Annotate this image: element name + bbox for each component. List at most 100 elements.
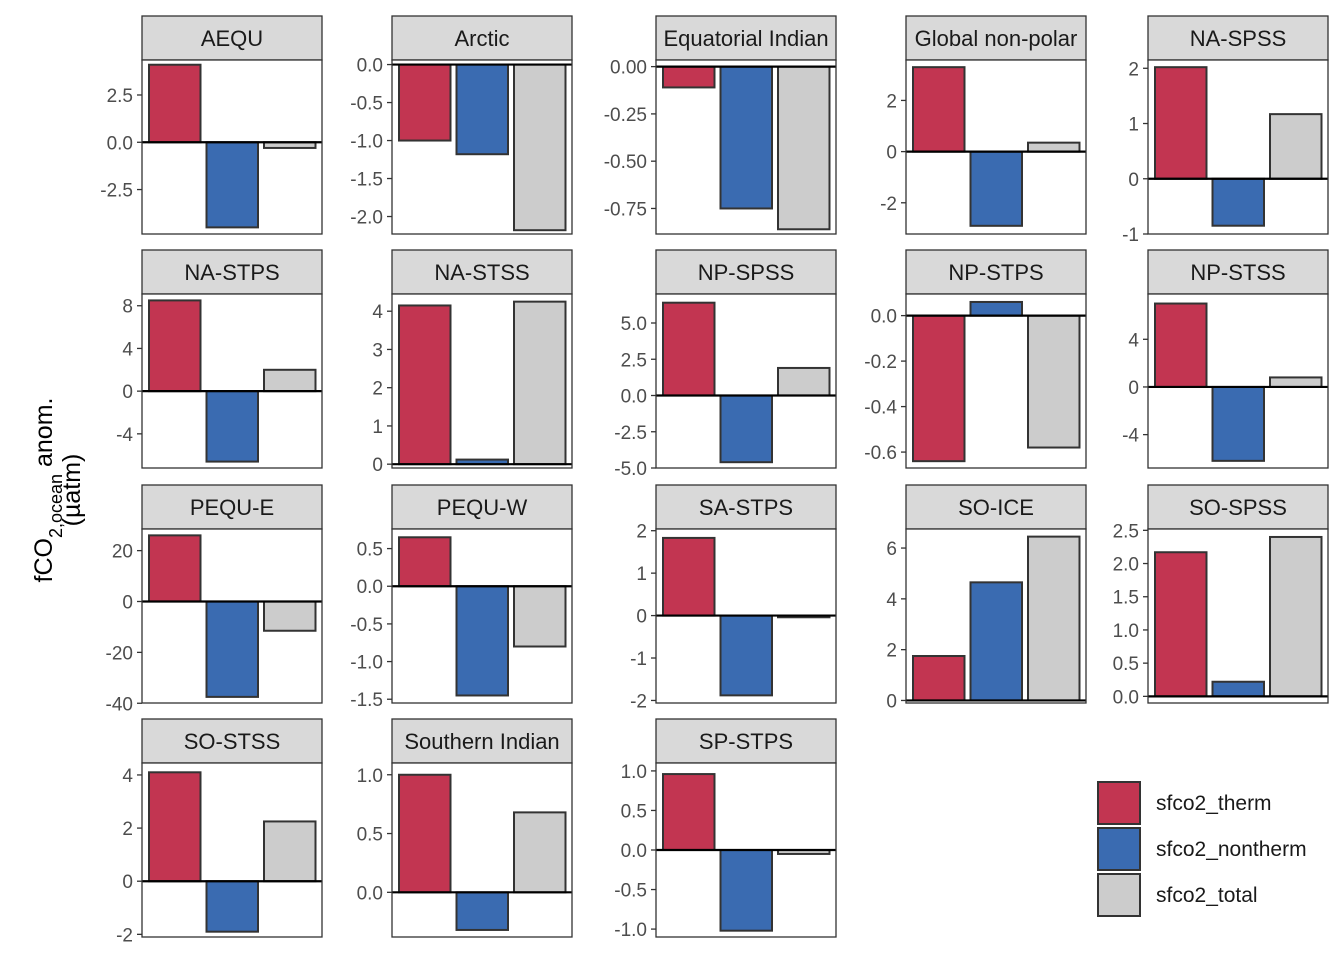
y-tick-label: 0	[636, 607, 647, 628]
y-tick-label: -1.0	[614, 920, 647, 941]
panel-strip	[391, 718, 573, 764]
panel-border	[391, 293, 573, 469]
y-tick-label: 0.5	[1113, 654, 1139, 675]
panels: AEQU 2.5 0.0 -2.5 Arctic 0.0 -0.5 -1.0 -1.5 -2.0 E…	[100, 15, 1329, 946]
bar-sfco2_total	[1027, 141, 1081, 153]
legend-label: sfco2_therm	[1156, 792, 1272, 815]
y-tick-label: 0	[122, 382, 133, 403]
panel-strip	[391, 484, 573, 530]
panel-border	[1147, 59, 1329, 235]
panel-title: NP-STPS	[948, 260, 1043, 285]
y-tick-label: 1.0	[1113, 621, 1139, 642]
bar-sfco2_nontherm	[455, 891, 509, 931]
legend-key	[1097, 781, 1141, 825]
panel: PEQU-E 20 0 -20 -40	[106, 484, 323, 715]
bar-sfco2_total	[263, 820, 317, 883]
panel-border	[141, 59, 323, 235]
y-tick-label: 0.5	[621, 801, 647, 822]
bar-sfco2_total	[263, 368, 317, 393]
panel: NP-SPSS 5.0 2.5 0.0 -2.5 -5.0	[614, 249, 837, 480]
bar-sfco2_nontherm	[455, 585, 509, 697]
panel-title: NP-SPSS	[698, 260, 795, 285]
y-tick-label: 4	[1128, 330, 1139, 351]
y-tick-label: 4	[122, 766, 133, 787]
panel: SO-STSS 4 2 0 -2	[116, 718, 323, 946]
y-tick-label: 0	[886, 143, 897, 164]
panel-border	[905, 528, 1087, 704]
bar-sfco2_nontherm	[1211, 177, 1265, 227]
bar-sfco2_total	[513, 811, 567, 894]
y-tick-label: 1.0	[357, 766, 383, 787]
legend: sfco2_therm sfco2_nontherm sfco2_total	[1097, 781, 1307, 917]
bar-sfco2_total	[1027, 314, 1081, 449]
panel-title: SA-STPS	[699, 495, 793, 520]
panel: SO-SPSS 2.5 2.0 1.5 1.0 0.5 0.0	[1113, 484, 1329, 708]
panel: NP-STPS 0.0 -0.2 -0.4 -0.6	[864, 249, 1087, 469]
panel-border	[141, 293, 323, 469]
panel-title: SP-STPS	[699, 729, 793, 754]
y-tick-label: 1	[372, 417, 383, 438]
y-tick-label: -1.5	[350, 690, 383, 711]
y-tick-label: 0.0	[1113, 687, 1139, 708]
bar-sfco2_nontherm	[719, 394, 773, 464]
y-tick-label: -1.0	[350, 132, 383, 153]
panel: SP-STPS 1.0 0.5 0.0 -0.5 -1.0	[614, 718, 837, 941]
y-tick-label: 2	[122, 819, 133, 840]
panel-title: Arctic	[455, 26, 510, 51]
bar-sfco2_total	[777, 65, 831, 231]
panel: Arctic 0.0 -0.5 -1.0 -1.5 -2.0	[350, 15, 573, 235]
bar-sfco2_therm	[662, 536, 716, 617]
y-tick-label: -2.0	[350, 208, 383, 229]
panel-title: AEQU	[201, 26, 263, 51]
y-tick-label: 0.5	[357, 540, 383, 561]
y-tick-label: 2	[636, 522, 647, 543]
panel-title: Equatorial Indian	[663, 26, 828, 51]
panel-strip	[141, 249, 323, 295]
panel-strip	[141, 15, 323, 61]
bar-sfco2_therm	[398, 304, 452, 466]
panel-title: PEQU-W	[437, 495, 528, 520]
bar-sfco2_total	[1269, 113, 1323, 180]
bar-sfco2_therm	[912, 655, 966, 702]
panel-border	[141, 762, 323, 938]
y-tick-label: 0.0	[357, 56, 383, 77]
panel-border	[1147, 528, 1329, 704]
y-tick-label: -0.25	[604, 105, 647, 126]
y-tick-label: 2.5	[621, 350, 647, 371]
bar-sfco2_therm	[662, 301, 716, 397]
y-tick-label: 0.0	[621, 841, 647, 862]
panel-strip	[1147, 249, 1329, 295]
panel-border	[391, 762, 573, 938]
panel-strip	[141, 484, 323, 530]
panel-border	[905, 293, 1087, 469]
y-tick-label: -2	[630, 691, 647, 712]
bar-sfco2_total	[777, 366, 831, 397]
panel: Southern Indian 1.0 0.5 0.0	[357, 718, 573, 938]
panel-strip	[655, 718, 837, 764]
bar-sfco2_total	[513, 63, 567, 232]
y-tick-label: 20	[112, 542, 133, 563]
y-tick-label: 0	[1128, 378, 1139, 399]
y-tick-label: 2.0	[1113, 555, 1139, 576]
y-tick-label: -1.0	[350, 653, 383, 674]
y-tick-label: 0	[372, 455, 383, 476]
bar-sfco2_therm	[662, 773, 716, 852]
y-tick-label: 8	[122, 297, 133, 318]
bar-sfco2_nontherm	[719, 65, 773, 210]
bar-sfco2_nontherm	[719, 614, 773, 697]
bar-sfco2_total	[1269, 535, 1323, 698]
legend-label: sfco2_total	[1156, 884, 1258, 907]
panel: NP-STSS 4 0 -4	[1122, 249, 1329, 469]
panel: SO-ICE 6 4 2 0	[886, 484, 1087, 712]
bar-sfco2_therm	[912, 314, 966, 463]
y-tick-label: -4	[116, 425, 133, 446]
bar-sfco2_therm	[1154, 551, 1208, 698]
bar-sfco2_nontherm	[1211, 385, 1265, 462]
y-tick-label: 2.5	[107, 86, 133, 107]
y-tick-label: 1.5	[1113, 588, 1139, 609]
legend-key	[1097, 827, 1141, 871]
panel-title: SO-ICE	[958, 495, 1034, 520]
y-tick-label: -2	[116, 925, 133, 946]
y-tick-label: 2	[372, 379, 383, 400]
bar-sfco2_nontherm	[719, 849, 773, 932]
